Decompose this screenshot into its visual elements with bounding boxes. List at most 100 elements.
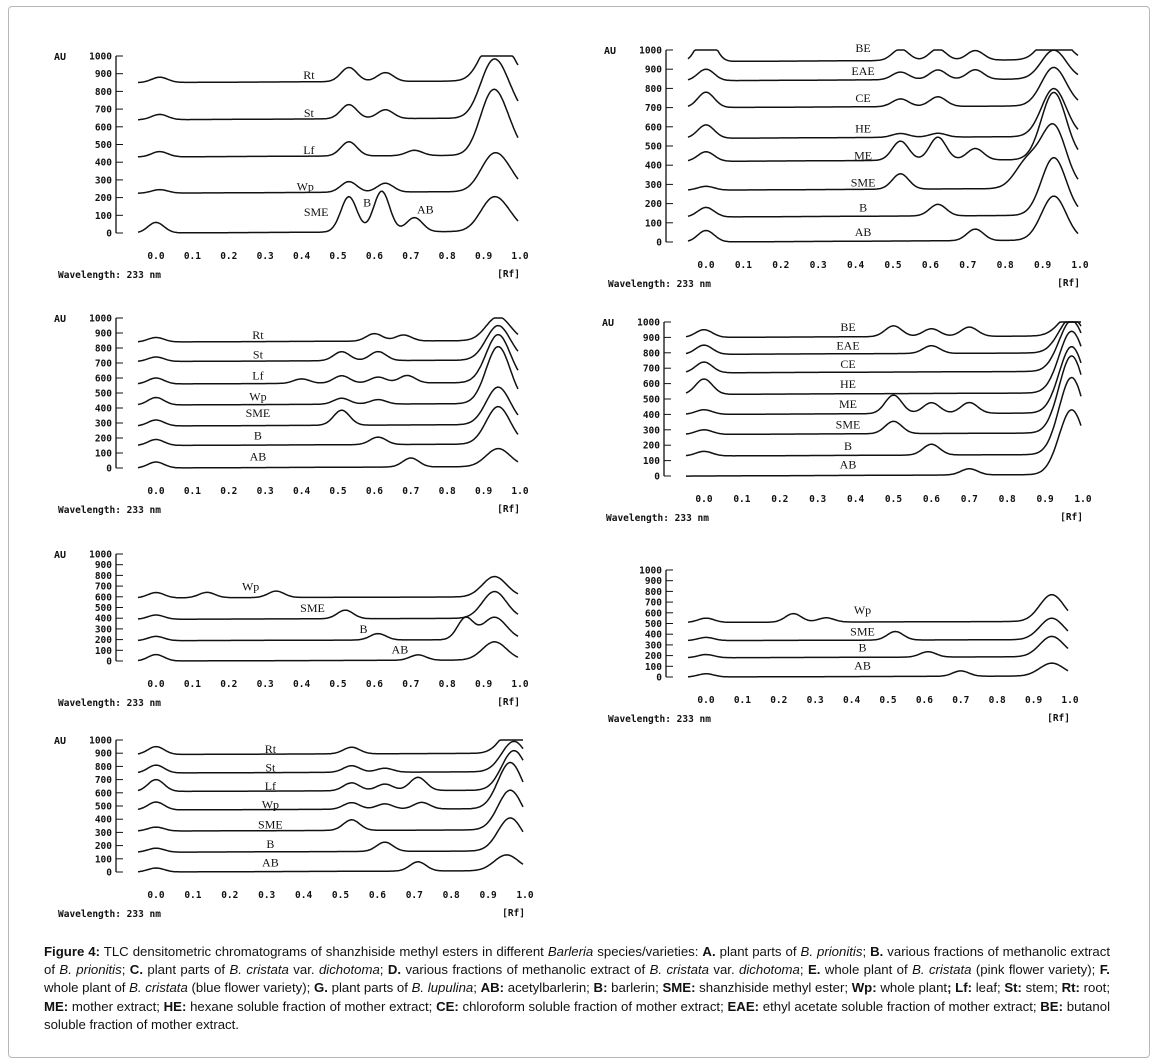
y-tick-label: 500 xyxy=(95,140,112,151)
x-tick-label: 0.5 xyxy=(329,251,346,262)
caption-text: chloroform soluble fraction of mother ex… xyxy=(458,998,728,1014)
chromatogram-trace-b xyxy=(687,156,1079,218)
trace-label: SME xyxy=(258,817,283,831)
caption-key: Wp: xyxy=(851,980,877,996)
y-tick-label: 600 xyxy=(643,379,660,390)
x-tick-label: 0.5 xyxy=(884,260,901,271)
chromatogram-trace-rt xyxy=(137,55,519,84)
caption-species: B. cristata xyxy=(649,962,709,978)
caption-text: TLC densitometric chromatograms of shanz… xyxy=(100,944,548,959)
chromatogram-trace-ce xyxy=(687,66,1079,109)
x-tick-label: 0.1 xyxy=(735,260,752,271)
caption-species: B. lupulina xyxy=(411,980,474,996)
x-tick-label: 0.4 xyxy=(847,260,864,271)
wavelength-label: Wavelength: 233 nm xyxy=(58,270,161,281)
caption-key: HE: xyxy=(163,998,187,1014)
x-tick-label: 0.6 xyxy=(922,260,939,271)
x-tick-label: 0.9 xyxy=(1034,260,1051,271)
chromatogram-trace-wp xyxy=(687,593,1069,624)
y-tick-label: 700 xyxy=(645,103,662,114)
trace-label: SME xyxy=(851,175,876,189)
caption-text: root; xyxy=(1079,980,1110,996)
y-tick-label: 1000 xyxy=(89,736,112,747)
y-tick-label: 1000 xyxy=(639,566,662,577)
y-tick-label: 300 xyxy=(645,640,662,651)
trace-label: Rt xyxy=(265,742,277,756)
caption-text: plant parts of xyxy=(715,944,801,959)
x-tick-label: 0.0 xyxy=(147,486,164,497)
x-tick-label: 0.7 xyxy=(402,486,419,497)
x-tick-label: 0.4 xyxy=(847,494,864,505)
trace-label: B xyxy=(844,439,852,453)
caption-text: ; xyxy=(379,962,388,978)
au-axis-label: AU xyxy=(54,736,66,747)
chromatogram-trace-he xyxy=(687,87,1079,139)
x-tick-label: 0.8 xyxy=(443,890,460,901)
au-axis-label: AU xyxy=(54,550,66,561)
x-tick-label: 0.0 xyxy=(697,695,714,706)
y-tick-label: 300 xyxy=(643,425,660,436)
trace-label: AB xyxy=(417,203,434,217)
y-tick-label: 900 xyxy=(95,749,112,760)
trace-label: EAE xyxy=(836,339,859,353)
chromatogram-trace-ab xyxy=(687,195,1079,243)
chromatogram-trace-sme xyxy=(685,355,1082,436)
x-tick-label: 0.9 xyxy=(475,251,492,262)
x-tick-label: 0.8 xyxy=(997,260,1014,271)
x-tick-label: 0.0 xyxy=(147,251,164,262)
caption-text: whole plant of xyxy=(44,980,130,996)
y-tick-label: 800 xyxy=(95,87,112,98)
rf-axis-label: [Rf] xyxy=(497,697,520,708)
x-tick-label: 0.2 xyxy=(220,679,237,690)
trace-label: Wp xyxy=(297,180,314,194)
caption-text: leaf; xyxy=(972,980,1005,996)
y-tick-label: 200 xyxy=(645,199,662,210)
y-tick-label: 100 xyxy=(643,456,660,467)
y-tick-label: 500 xyxy=(645,619,662,630)
caption-key: BE: xyxy=(1040,998,1063,1014)
y-tick-label: 100 xyxy=(95,854,112,865)
caption-text: whole plant of xyxy=(820,962,913,978)
rf-axis-label: [Rf] xyxy=(1047,713,1070,724)
caption-text: var. xyxy=(288,962,319,978)
au-axis-label: AU xyxy=(604,46,616,57)
x-tick-label: 1.0 xyxy=(511,486,528,497)
y-tick-label: 500 xyxy=(95,802,112,813)
chromatogram-trace-sme xyxy=(687,123,1079,191)
y-tick-label: 200 xyxy=(643,441,660,452)
y-tick-label: 600 xyxy=(95,592,112,603)
caption-key: G. xyxy=(314,980,328,996)
chromatogram-trace-he xyxy=(685,330,1082,395)
y-tick-label: 100 xyxy=(645,662,662,673)
chart-panel-g: AU 0 100 200 300 400 500 600 700 800 900 1000 0.0 0.1… xyxy=(54,736,534,921)
trace-label: St xyxy=(304,106,315,120)
trace-label: B xyxy=(266,837,274,851)
caption-key: E. xyxy=(807,962,821,978)
rf-axis-label: [Rf] xyxy=(497,504,520,515)
y-tick-label: 400 xyxy=(645,161,662,172)
trace-label: Rt xyxy=(252,328,264,342)
x-tick-label: 0.3 xyxy=(258,890,275,901)
y-tick-label: 200 xyxy=(95,434,112,445)
x-tick-label: 0.5 xyxy=(329,679,346,690)
caption-key: SME: xyxy=(662,980,696,996)
wavelength-label: Wavelength: 233 nm xyxy=(608,279,711,290)
trace-label: AB xyxy=(840,457,857,471)
caption-key: St: xyxy=(1004,980,1022,996)
trace-label: HE xyxy=(855,122,871,136)
chromatogram-trace-ab xyxy=(137,641,519,662)
chart-panel-c: AU 0 100 200 300 400 500 600 700 800 900 1000 0.0 0.1… xyxy=(54,314,529,517)
chromatogram-trace-be xyxy=(687,49,1079,63)
trace-label: SME xyxy=(304,205,329,219)
chromatogram-trace-rt xyxy=(137,739,523,756)
chromatogram-trace-b xyxy=(137,405,519,447)
x-tick-label: 0.6 xyxy=(923,494,940,505)
caption-key: EAE: xyxy=(727,998,760,1014)
x-tick-label: 1.0 xyxy=(516,890,533,901)
y-tick-label: 900 xyxy=(645,65,662,76)
x-tick-label: 0.1 xyxy=(734,695,751,706)
x-tick-label: 0.9 xyxy=(475,486,492,497)
y-tick-label: 300 xyxy=(95,175,112,186)
y-tick-label: 300 xyxy=(95,419,112,430)
x-tick-label: 0.8 xyxy=(999,494,1016,505)
